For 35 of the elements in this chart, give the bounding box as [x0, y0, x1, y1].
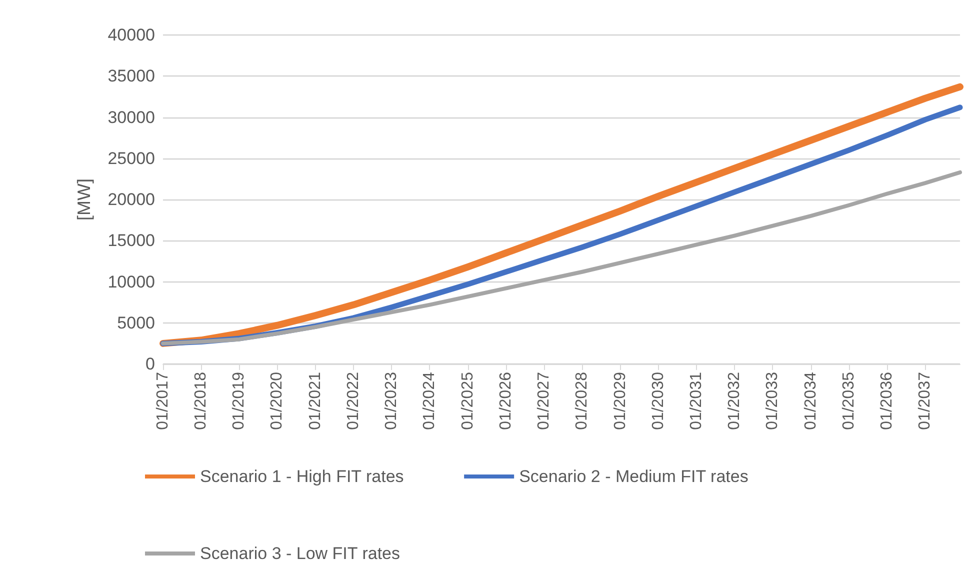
legend-label: Scenario 2 - Medium FIT rates	[519, 467, 748, 486]
x-tick-label: 01/2034	[802, 372, 820, 430]
x-tick-label: 01/2025	[459, 372, 476, 430]
x-tick-label: 01/2037	[916, 372, 934, 430]
x-tick-label: 01/2017	[154, 372, 172, 430]
y-tick-label: 25000	[108, 148, 155, 168]
x-tick-label: 01/2027	[536, 372, 553, 430]
x-tick-label: 01/2019	[230, 372, 248, 430]
x-tick-label: 01/2035	[840, 372, 858, 430]
x-tick-label: 01/2031	[688, 372, 705, 430]
y-tick-label: 0	[146, 354, 155, 374]
y-tick-label: 15000	[108, 231, 155, 250]
y-tick-label: 5000	[117, 313, 155, 332]
x-tick-label: 01/2032	[726, 372, 744, 430]
x-tick-label: 01/2030	[650, 372, 667, 430]
x-tick-label: 01/2020	[268, 372, 286, 430]
x-tick-label: 01/2024	[421, 372, 438, 430]
legend-label: Scenario 1 - High FIT rates	[200, 467, 404, 486]
x-tick-label: 01/2023	[383, 372, 400, 430]
x-tick-label: 01/2036	[878, 372, 896, 430]
y-axis-title: [MW]	[74, 178, 94, 220]
y-tick-label: 35000	[108, 66, 155, 86]
y-tick-label: 20000	[108, 190, 155, 209]
y-tick-label: 30000	[108, 108, 155, 127]
line-series	[161, 170, 962, 346]
x-tick-label: 01/2018	[192, 372, 210, 430]
x-tick-label: 01/2022	[345, 372, 362, 430]
x-tick-label: 01/2029	[612, 372, 629, 430]
legend-label: Scenario 3 - Low FIT rates	[200, 544, 400, 563]
x-tick-label: 01/2033	[764, 372, 782, 430]
x-tick-label: 01/2028	[574, 372, 591, 430]
y-tick-label: 10000	[108, 272, 155, 292]
x-tick-label: 01/2026	[497, 372, 514, 430]
x-tick-label: 01/2021	[306, 372, 324, 430]
y-tick-label: 40000	[108, 26, 155, 44]
